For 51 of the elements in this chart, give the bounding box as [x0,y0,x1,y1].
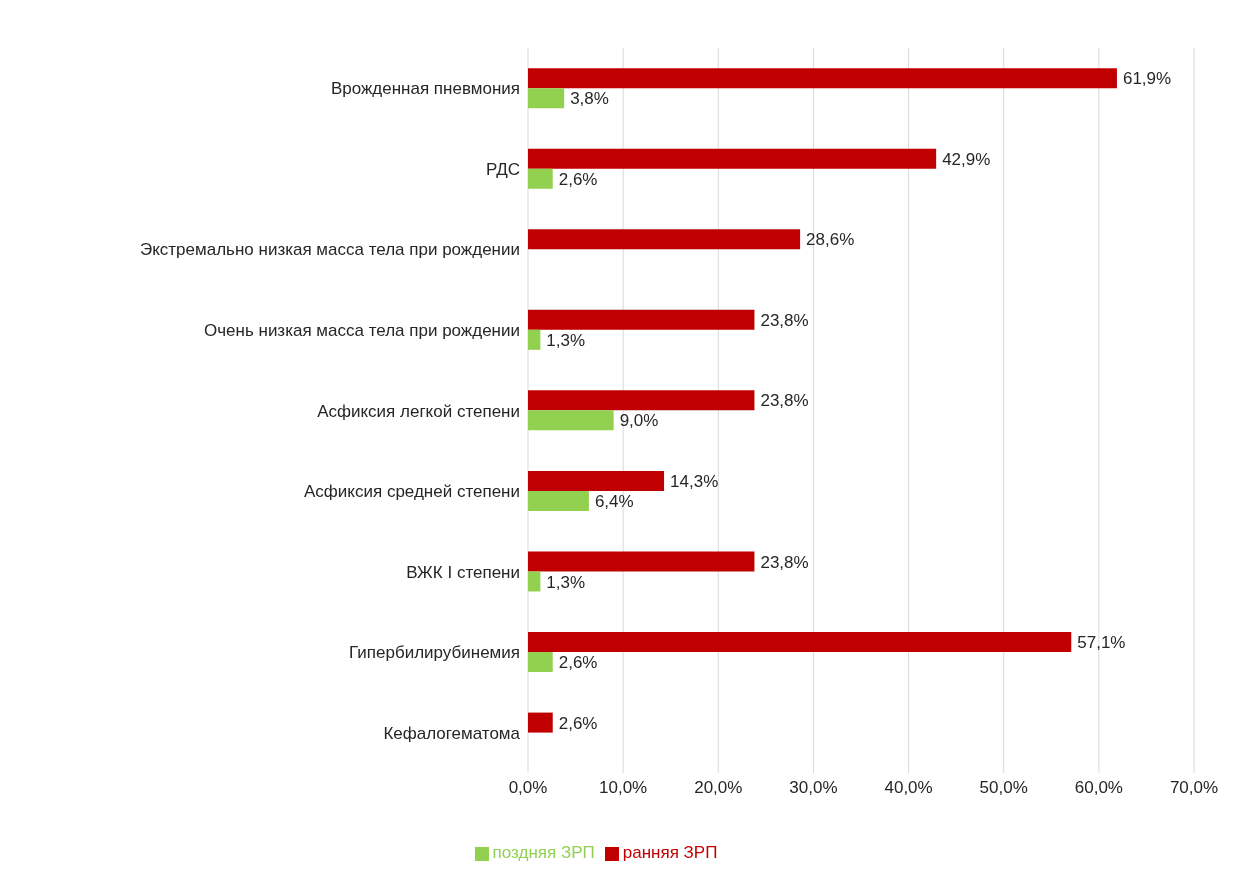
bar [528,229,801,250]
data-label: 42,9% [942,149,991,169]
data-label: 23,8% [760,310,809,330]
data-label: 1,3% [546,330,586,350]
bar [528,410,614,431]
data-label: 6,4% [594,491,634,511]
data-label: 57,1% [1077,633,1126,653]
bar [528,490,589,511]
data-label: 1,3% [546,572,586,592]
x-tick-label: 0,0% [508,778,548,798]
data-label: 9,0% [619,411,659,431]
y-tick-label: Асфиксия средней степени [304,482,520,502]
bar [528,88,565,109]
x-tick-label: 20,0% [694,778,743,798]
data-label: 2,6% [558,713,598,733]
data-label: 2,6% [558,169,598,189]
bar [528,470,665,491]
y-tick-label: Гипербилирубинемия [349,643,520,663]
data-label: 61,9% [1122,69,1172,89]
data-label: 2,6% [558,653,598,673]
data-label: 23,8% [760,391,809,411]
x-tick-label: 30,0% [789,778,838,798]
bar [528,632,1072,653]
x-tick-label: 60,0% [1074,778,1123,798]
y-tick-label: ВЖК I степени [406,562,520,582]
y-tick-label: Врожденная пневмония [330,79,520,99]
y-tick-label: Экстремально низкая масса тела при рождении [139,240,520,260]
x-tick-label: 10,0% [599,778,648,798]
bar [528,68,1117,89]
bar [528,329,541,350]
legend-label: ранняя ЗРП [622,843,718,862]
x-tick-label: 70,0% [1169,778,1219,798]
bar [528,551,755,572]
y-tick-label: Очень низкая масса тела при рождении [203,320,520,340]
y-tick-label: Кефалогематома [383,723,521,743]
bar [528,712,553,733]
bar [528,168,553,189]
data-label: 28,6% [806,230,855,250]
bar [528,390,755,411]
data-label: 3,8% [570,89,609,109]
bar [528,571,541,592]
y-tick-label: РДС [486,159,520,179]
x-tick-label: 40,0% [884,778,933,798]
x-tick-label: 50,0% [979,778,1028,798]
y-tick-label: Асфиксия легкой степени [317,401,520,421]
bar [528,148,937,169]
data-label: 14,3% [670,471,719,491]
bar [528,309,755,330]
data-label: 23,8% [760,552,809,572]
legend-label: поздняя ЗРП [492,843,595,862]
bar [528,652,553,673]
